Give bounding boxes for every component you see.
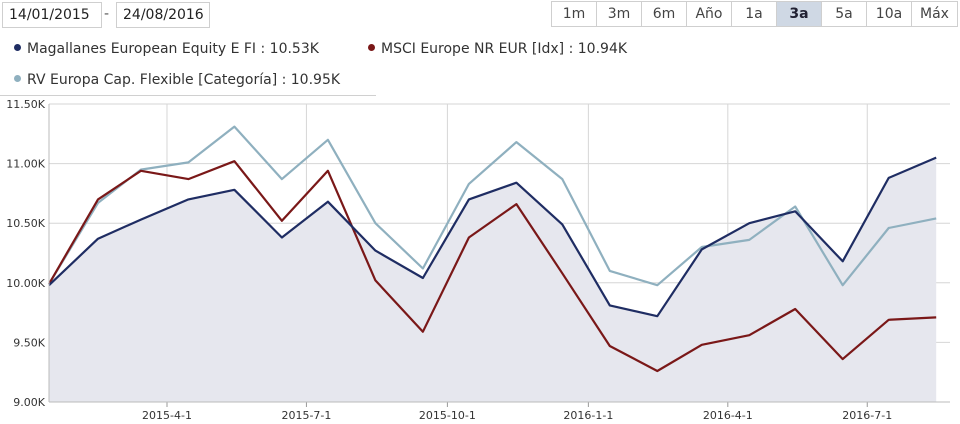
y-tick-label: 9.00K (13, 396, 45, 409)
y-tick-label: 9.50K (13, 336, 45, 349)
area-fill (49, 157, 937, 402)
y-tick-label: 10.00K (6, 277, 45, 290)
legend-label-category: RV Europa Cap. Flexible [Categoría] : 10… (27, 72, 341, 88)
x-tick-label: 2016-7-1 (842, 409, 892, 422)
range-button-1y[interactable]: 1a (732, 2, 777, 26)
range-button-6m[interactable]: 6m (642, 2, 687, 26)
range-selector: 1m 3m 6m Año 1a 3a 5a 10a Máx (551, 1, 958, 27)
range-button-10y[interactable]: 10a (867, 2, 912, 26)
axes: 9.00K 9.50K 10.00K 10.50K 11.00K 11.50K 2015-4… (6, 98, 950, 422)
range-button-3y[interactable]: 3a (777, 2, 822, 26)
legend-divider (0, 95, 376, 96)
range-button-3m[interactable]: 3m (597, 2, 642, 26)
x-tick-label: 2016-1-1 (563, 409, 613, 422)
range-button-5y[interactable]: 5a (822, 2, 867, 26)
x-tick-label: 2015-4-1 (142, 409, 192, 422)
legend-marker-msci (368, 43, 375, 51)
series-line-magallanes (48, 156, 937, 318)
range-button-max[interactable]: Máx (920, 6, 949, 22)
area-magallanes (49, 157, 937, 402)
x-tick-label: 2016-4-1 (703, 409, 753, 422)
series-line-msci (48, 160, 937, 373)
start-date-input[interactable]: 14/01/2015 (2, 2, 102, 28)
y-tick-label: 10.50K (6, 217, 45, 230)
legend-item-msci[interactable]: MSCI Europe NR EUR [Idx] : 10.94K (368, 41, 627, 57)
end-date-input[interactable]: 24/08/2016 (116, 2, 210, 28)
x-tick-label: 2015-10-1 (419, 409, 476, 422)
date-separator: - (104, 6, 110, 22)
legend-item-magallanes[interactable]: Magallanes European Equity E FI : 10.53K (14, 41, 319, 57)
legend-label-magallanes: Magallanes European Equity E FI : 10.53K (27, 41, 319, 57)
legend-marker-category (14, 74, 21, 82)
y-tick-label: 11.00K (6, 158, 45, 171)
range-button-ytd[interactable]: Año (687, 2, 732, 26)
legend-marker-magallanes (14, 43, 21, 51)
legend-label-msci: MSCI Europe NR EUR [Idx] : 10.94K (381, 41, 628, 57)
series-lines (48, 125, 937, 373)
x-tick-label: 2015-7-1 (281, 409, 331, 422)
y-tick-label: 11.50K (6, 98, 45, 111)
series-line-category (48, 125, 937, 287)
range-button-1m[interactable]: 1m (552, 2, 597, 26)
legend-item-category[interactable]: RV Europa Cap. Flexible [Categoría] : 10… (14, 72, 340, 88)
